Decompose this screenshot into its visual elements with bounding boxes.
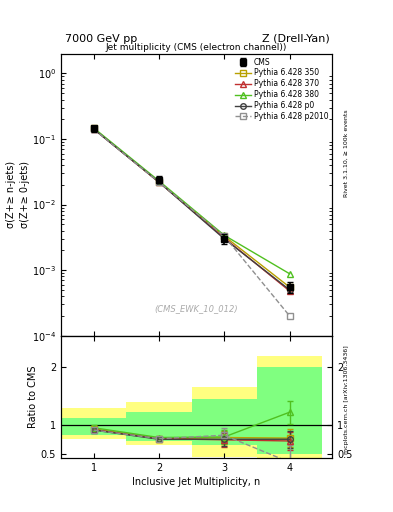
Line: Pythia 6.428 p0: Pythia 6.428 p0 bbox=[91, 126, 292, 293]
Text: (CMS_EWK_10_012): (CMS_EWK_10_012) bbox=[155, 304, 238, 313]
Pythia 6.428 370 bbox=[287, 288, 292, 294]
Line: Pythia 6.428 350: Pythia 6.428 350 bbox=[91, 125, 292, 290]
Pythia 6.428 350 bbox=[156, 179, 161, 185]
Text: mcplots.cern.ch [arXiv:1306.3436]: mcplots.cern.ch [arXiv:1306.3436] bbox=[344, 345, 349, 454]
Pythia 6.428 370 bbox=[156, 179, 161, 185]
Text: 7000 GeV pp: 7000 GeV pp bbox=[65, 33, 137, 44]
Text: Rivet 3.1.10, ≥ 100k events: Rivet 3.1.10, ≥ 100k events bbox=[344, 110, 349, 198]
Pythia 6.428 370 bbox=[222, 235, 227, 241]
Pythia 6.428 p2010 bbox=[91, 126, 96, 132]
Line: Pythia 6.428 p2010: Pythia 6.428 p2010 bbox=[91, 126, 292, 318]
Y-axis label: σ(Z+≥ n-jets)
σ(Z+≥ 0-jets): σ(Z+≥ n-jets) σ(Z+≥ 0-jets) bbox=[6, 161, 31, 228]
Pythia 6.428 350 bbox=[222, 233, 227, 239]
Pythia 6.428 p2010 bbox=[156, 179, 161, 185]
Pythia 6.428 p2010 bbox=[287, 313, 292, 319]
Pythia 6.428 350 bbox=[287, 284, 292, 290]
X-axis label: Inclusive Jet Multiplicity, n: Inclusive Jet Multiplicity, n bbox=[132, 477, 261, 487]
Line: Pythia 6.428 380: Pythia 6.428 380 bbox=[91, 125, 292, 276]
Pythia 6.428 380 bbox=[222, 232, 227, 239]
Title: Jet multiplicity (CMS (electron channel)): Jet multiplicity (CMS (electron channel)… bbox=[106, 42, 287, 52]
Pythia 6.428 p0 bbox=[156, 179, 161, 185]
Legend: CMS, Pythia 6.428 350, Pythia 6.428 370, Pythia 6.428 380, Pythia 6.428 p0, Pyth: CMS, Pythia 6.428 350, Pythia 6.428 370,… bbox=[234, 56, 330, 123]
Pythia 6.428 p2010 bbox=[222, 233, 227, 239]
Pythia 6.428 380 bbox=[91, 125, 96, 131]
Pythia 6.428 p0 bbox=[222, 236, 227, 242]
Pythia 6.428 380 bbox=[156, 178, 161, 184]
Text: Z (Drell-Yan): Z (Drell-Yan) bbox=[263, 33, 330, 44]
Pythia 6.428 350 bbox=[91, 125, 96, 132]
Pythia 6.428 p0 bbox=[91, 126, 96, 132]
Pythia 6.428 p0 bbox=[287, 287, 292, 293]
Line: Pythia 6.428 370: Pythia 6.428 370 bbox=[91, 126, 292, 294]
Pythia 6.428 370 bbox=[91, 126, 96, 132]
Y-axis label: Ratio to CMS: Ratio to CMS bbox=[28, 366, 38, 428]
Pythia 6.428 380 bbox=[287, 271, 292, 277]
